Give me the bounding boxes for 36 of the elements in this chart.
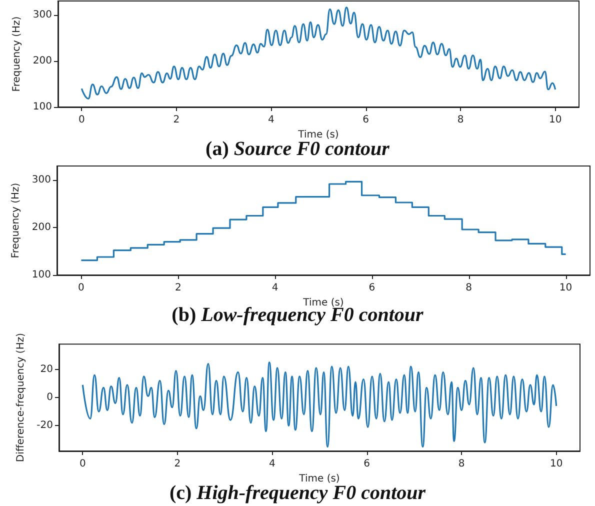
x-tick-label: 2: [174, 458, 181, 470]
x-tick-label: 4: [268, 458, 276, 470]
x-tick-label: 10: [559, 282, 572, 294]
y-tick-label: -20: [36, 420, 53, 432]
line-series: [82, 362, 558, 448]
y-tick-label: 20: [40, 364, 53, 375]
x-tick-label: 4: [272, 282, 278, 294]
y-tick-label: 300: [32, 9, 52, 20]
x-tick-label: 6: [364, 458, 370, 470]
y-axis-title: Difference-frequency (Hz): [15, 332, 26, 462]
x-tick-label: 6: [368, 282, 376, 294]
x-axis-title: Time (s): [298, 473, 340, 484]
x-tick-label: 2: [174, 282, 182, 294]
x-tick-label: 6: [362, 114, 370, 126]
y-tick-label: 100: [32, 270, 51, 280]
x-tick-label: 2: [173, 114, 180, 126]
x-tick-label: 10: [548, 114, 562, 126]
text: (a) Source F0 contour: [206, 138, 390, 160]
y-tick-label: 0: [46, 392, 53, 404]
y-tick-label: 100: [32, 102, 52, 112]
x-tick-label: 10: [550, 458, 563, 470]
y-tick-label: 200: [32, 55, 52, 66]
x-tick-label: 8: [457, 114, 464, 126]
x-tick-label: 4: [268, 114, 274, 126]
line-series: [80, 6, 556, 100]
text: (c) High-frequency F0 contour: [169, 482, 426, 504]
x-tick-label: 0: [78, 282, 84, 294]
x-tick-label: 8: [466, 282, 472, 294]
y-tick-label: 200: [32, 222, 51, 234]
x-tick-label: 8: [458, 458, 465, 470]
x-tick-label: 0: [79, 458, 86, 470]
y-axis-title: Frequency (Hz): [10, 182, 22, 258]
y-tick-label: 300: [32, 174, 51, 186]
x-axis-title: Time (s): [297, 129, 339, 140]
x-tick-label: 0: [78, 114, 85, 126]
y-axis-title: Frequency (Hz): [12, 16, 22, 92]
